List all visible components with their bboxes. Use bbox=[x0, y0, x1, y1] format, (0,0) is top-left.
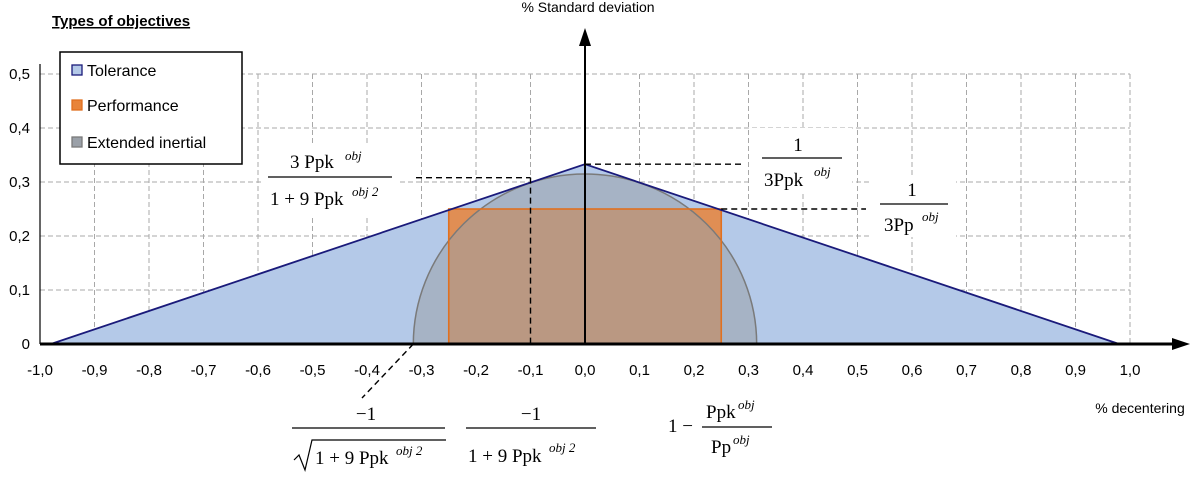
legend-label-performance: Performance bbox=[87, 98, 179, 115]
y-tick-label: 0,2 bbox=[9, 228, 30, 245]
y-tick-label: 0,1 bbox=[9, 282, 30, 299]
svg-text:1: 1 bbox=[793, 135, 803, 156]
svg-text:Ppk: Ppk bbox=[706, 402, 736, 423]
x-axis-arrow bbox=[1172, 338, 1190, 350]
x-tick-labels: -1,0 -0,9 -0,8 -0,7 -0,6 -0,5 -0,4 -0,3 -0,2 -0,1… bbox=[27, 362, 1140, 379]
svg-text:3Ppk: 3Ppk bbox=[764, 170, 804, 191]
x-tick-label: 1,0 bbox=[1120, 362, 1141, 379]
x-tick-label: -0,6 bbox=[245, 362, 271, 379]
legend-label-extended-inertial: Extended inertial bbox=[87, 135, 206, 152]
legend-swatch-tolerance bbox=[71, 64, 83, 76]
x-tick-label: -0,2 bbox=[463, 362, 489, 379]
y-tick-label: 0,5 bbox=[9, 66, 30, 83]
x-tick-label: -0,8 bbox=[136, 362, 162, 379]
svg-text:obj: obj bbox=[814, 164, 831, 179]
svg-text:1 + 9 Ppk: 1 + 9 Ppk bbox=[315, 448, 389, 469]
legend-swatch-performance bbox=[71, 99, 83, 111]
x-tick-label: 0,9 bbox=[1065, 362, 1086, 379]
x-tick-label: 0,8 bbox=[1011, 362, 1032, 379]
formula-performance-width: 1 − Ppk obj Pp obj bbox=[668, 397, 772, 458]
svg-text:−1: −1 bbox=[521, 404, 541, 425]
svg-text:obj 2: obj 2 bbox=[352, 184, 379, 199]
x-tick-label: 0,7 bbox=[956, 362, 977, 379]
guide-line-f4 bbox=[361, 343, 414, 399]
svg-text:obj: obj bbox=[922, 209, 939, 224]
svg-text:obj 2: obj 2 bbox=[396, 443, 423, 458]
svg-text:1 + 9 Ppk: 1 + 9 Ppk bbox=[270, 189, 344, 210]
x-tick-label: -0,4 bbox=[354, 362, 380, 379]
x-tick-label: -1,0 bbox=[27, 362, 53, 379]
svg-text:obj: obj bbox=[733, 432, 750, 447]
legend: Tolerance Performance Extended inertial bbox=[59, 51, 243, 165]
y-tick-label: 0 bbox=[22, 336, 30, 353]
legend-swatch-extended-inertial bbox=[71, 136, 83, 148]
svg-text:Pp: Pp bbox=[711, 437, 731, 458]
x-tick-label: -0,1 bbox=[518, 362, 544, 379]
x-tick-label: 0,5 bbox=[847, 362, 868, 379]
svg-text:3 Ppk: 3 Ppk bbox=[290, 152, 334, 173]
x-axis-label: % decentering bbox=[1095, 400, 1185, 416]
x-tick-label: 0,2 bbox=[684, 362, 705, 379]
x-tick-label: 0,1 bbox=[629, 362, 650, 379]
svg-text:−1: −1 bbox=[356, 404, 376, 425]
svg-text:1 −: 1 − bbox=[668, 416, 693, 437]
y-tick-label: 0,3 bbox=[9, 174, 30, 191]
x-tick-label: -0,7 bbox=[191, 362, 217, 379]
svg-text:obj: obj bbox=[345, 148, 362, 163]
x-tick-label: -0,5 bbox=[300, 362, 326, 379]
x-tick-label: -0,3 bbox=[409, 362, 435, 379]
axes bbox=[39, 28, 1190, 350]
formula-performance-level: 1 3Pp obj bbox=[870, 175, 956, 237]
formula-inertial-bound: −1 1 + 9 Ppk obj 2 bbox=[292, 404, 446, 472]
y-axis-label: % Standard deviation bbox=[521, 0, 654, 15]
legend-label-tolerance: Tolerance bbox=[87, 63, 156, 80]
y-tick-labels: 0 0,1 0,2 0,3 0,4 0,5 bbox=[9, 66, 30, 353]
svg-text:3Pp: 3Pp bbox=[884, 215, 914, 236]
formula-tolerance-apex: 1 3Ppk obj bbox=[752, 128, 852, 194]
x-tick-label: 0,0 bbox=[575, 362, 596, 379]
svg-text:obj 2: obj 2 bbox=[549, 440, 576, 455]
formula-max-std-performance: 3 Ppk obj 1 + 9 Ppk obj 2 bbox=[262, 145, 398, 215]
chart-title: Types of objectives bbox=[52, 13, 190, 30]
svg-text:obj: obj bbox=[738, 397, 755, 412]
x-tick-label: 0,6 bbox=[902, 362, 923, 379]
svg-text:1: 1 bbox=[907, 180, 917, 201]
legend-box bbox=[59, 51, 243, 165]
guide-lines bbox=[361, 163, 866, 399]
y-tick-label: 0,4 bbox=[9, 120, 30, 137]
y-axis-arrow bbox=[579, 28, 591, 46]
svg-text:1 + 9 Ppk: 1 + 9 Ppk bbox=[468, 446, 542, 467]
x-tick-label: 0,3 bbox=[738, 362, 759, 379]
x-tick-label: -0,9 bbox=[82, 362, 108, 379]
formula-max-std-decentering: −1 1 + 9 Ppk obj 2 bbox=[466, 404, 596, 467]
x-tick-label: 0,4 bbox=[793, 362, 814, 379]
